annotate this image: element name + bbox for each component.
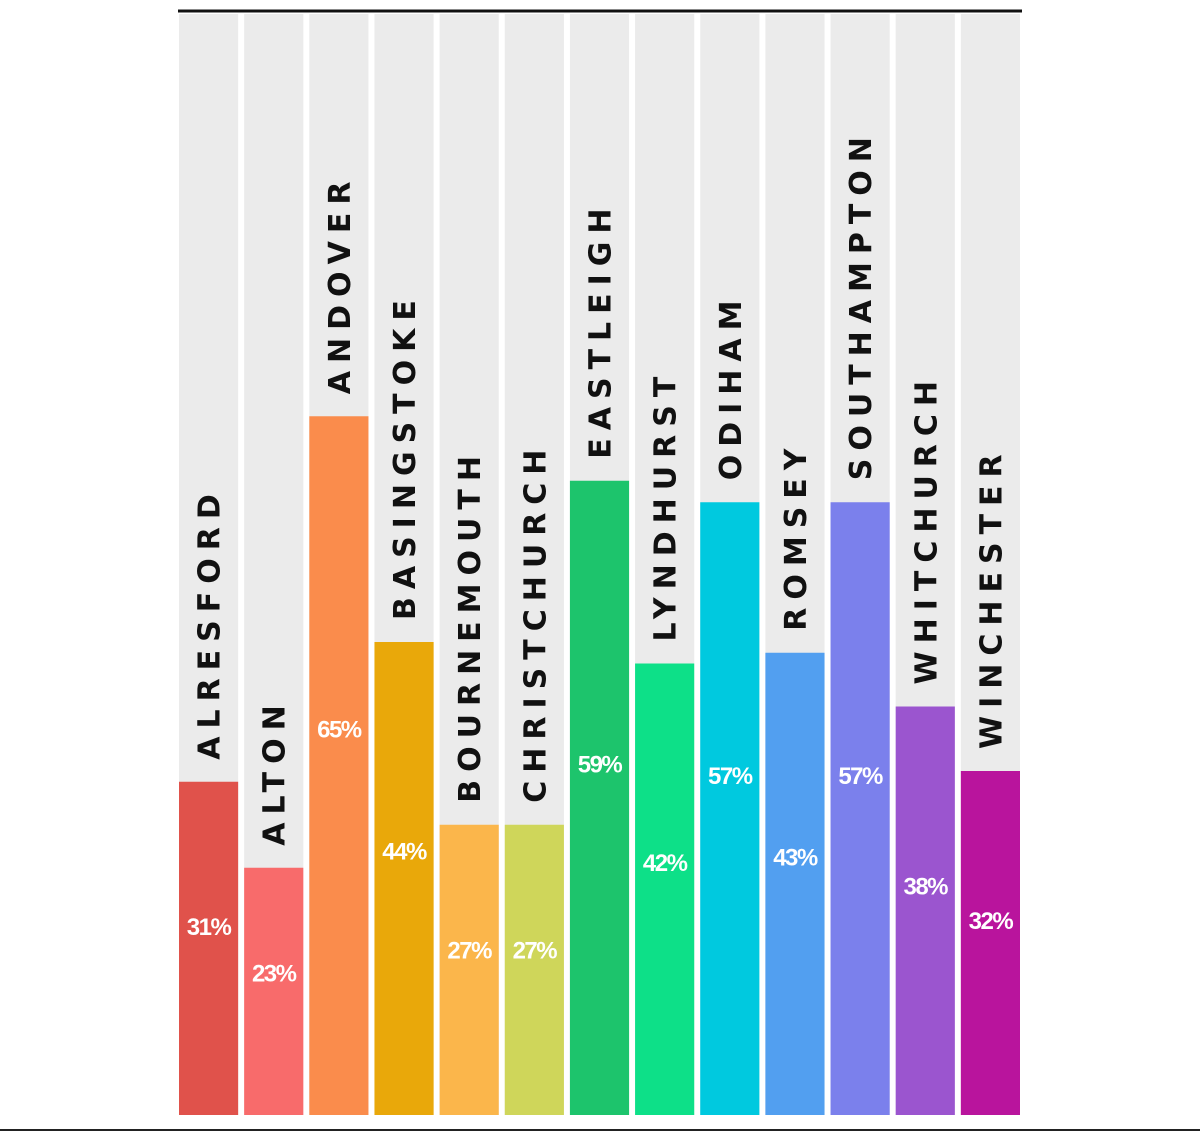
- category-label-andover: ANDOVER: [323, 173, 358, 394]
- value-label-odiham: 57%: [708, 763, 753, 790]
- value-label-lyndhurst: 42%: [643, 850, 688, 877]
- bars-group: ALRESFORD 31% ALTON 23% ANDOVER 65% BASINGSTOK…: [179, 14, 1020, 1115]
- bar-whitchurch: [895, 706, 955, 1115]
- category-label-basingstoke: BASINGSTOKE: [388, 292, 423, 620]
- value-label-winchester: 32%: [969, 908, 1014, 935]
- value-label-andover: 65%: [317, 717, 362, 744]
- category-label-odiham: ODIHAM: [714, 293, 749, 481]
- category-label-bournemouth: BOURNEMOUTH: [453, 448, 488, 803]
- category-label-christchurch: CHRISTCHURCH: [518, 442, 553, 803]
- value-label-bournemouth: 27%: [447, 937, 492, 964]
- bar-lyndhurst: [635, 663, 695, 1115]
- bar-eastleigh: [569, 480, 630, 1115]
- bar-southampton: [830, 502, 890, 1115]
- bar-christchurch: [504, 824, 564, 1115]
- category-label-lyndhurst: LYNDHURST: [649, 369, 684, 642]
- bar-alresford: [179, 781, 239, 1115]
- bar-alton: [244, 867, 304, 1115]
- bar-odiham: [700, 502, 760, 1115]
- category-label-alton: ALTON: [258, 697, 293, 845]
- value-label-eastleigh: 59%: [578, 752, 623, 779]
- bar-bournemouth: [439, 824, 499, 1115]
- value-label-basingstoke: 44%: [382, 839, 427, 866]
- value-label-whitchurch: 38%: [903, 873, 948, 900]
- value-label-alton: 23%: [252, 960, 297, 987]
- category-label-romsey: ROMSEY: [779, 440, 814, 630]
- value-label-southampton: 57%: [838, 763, 883, 790]
- bar-winchester: [960, 771, 1020, 1115]
- bar-basingstoke: [374, 642, 434, 1115]
- category-label-eastleigh: EASTLEIGH: [584, 200, 619, 458]
- value-label-christchurch: 27%: [513, 937, 558, 964]
- value-label-romsey: 43%: [773, 844, 818, 871]
- value-label-alresford: 31%: [187, 914, 232, 941]
- bar-andover: [309, 416, 369, 1115]
- category-label-alresford: ALRESFORD: [193, 486, 228, 760]
- category-label-southampton: SOUTHAMPTON: [844, 129, 879, 480]
- category-label-whitchurch: WHITCHURCH: [909, 373, 944, 685]
- category-label-winchester: WINCHESTER: [974, 446, 1009, 749]
- bar-romsey: [765, 652, 825, 1115]
